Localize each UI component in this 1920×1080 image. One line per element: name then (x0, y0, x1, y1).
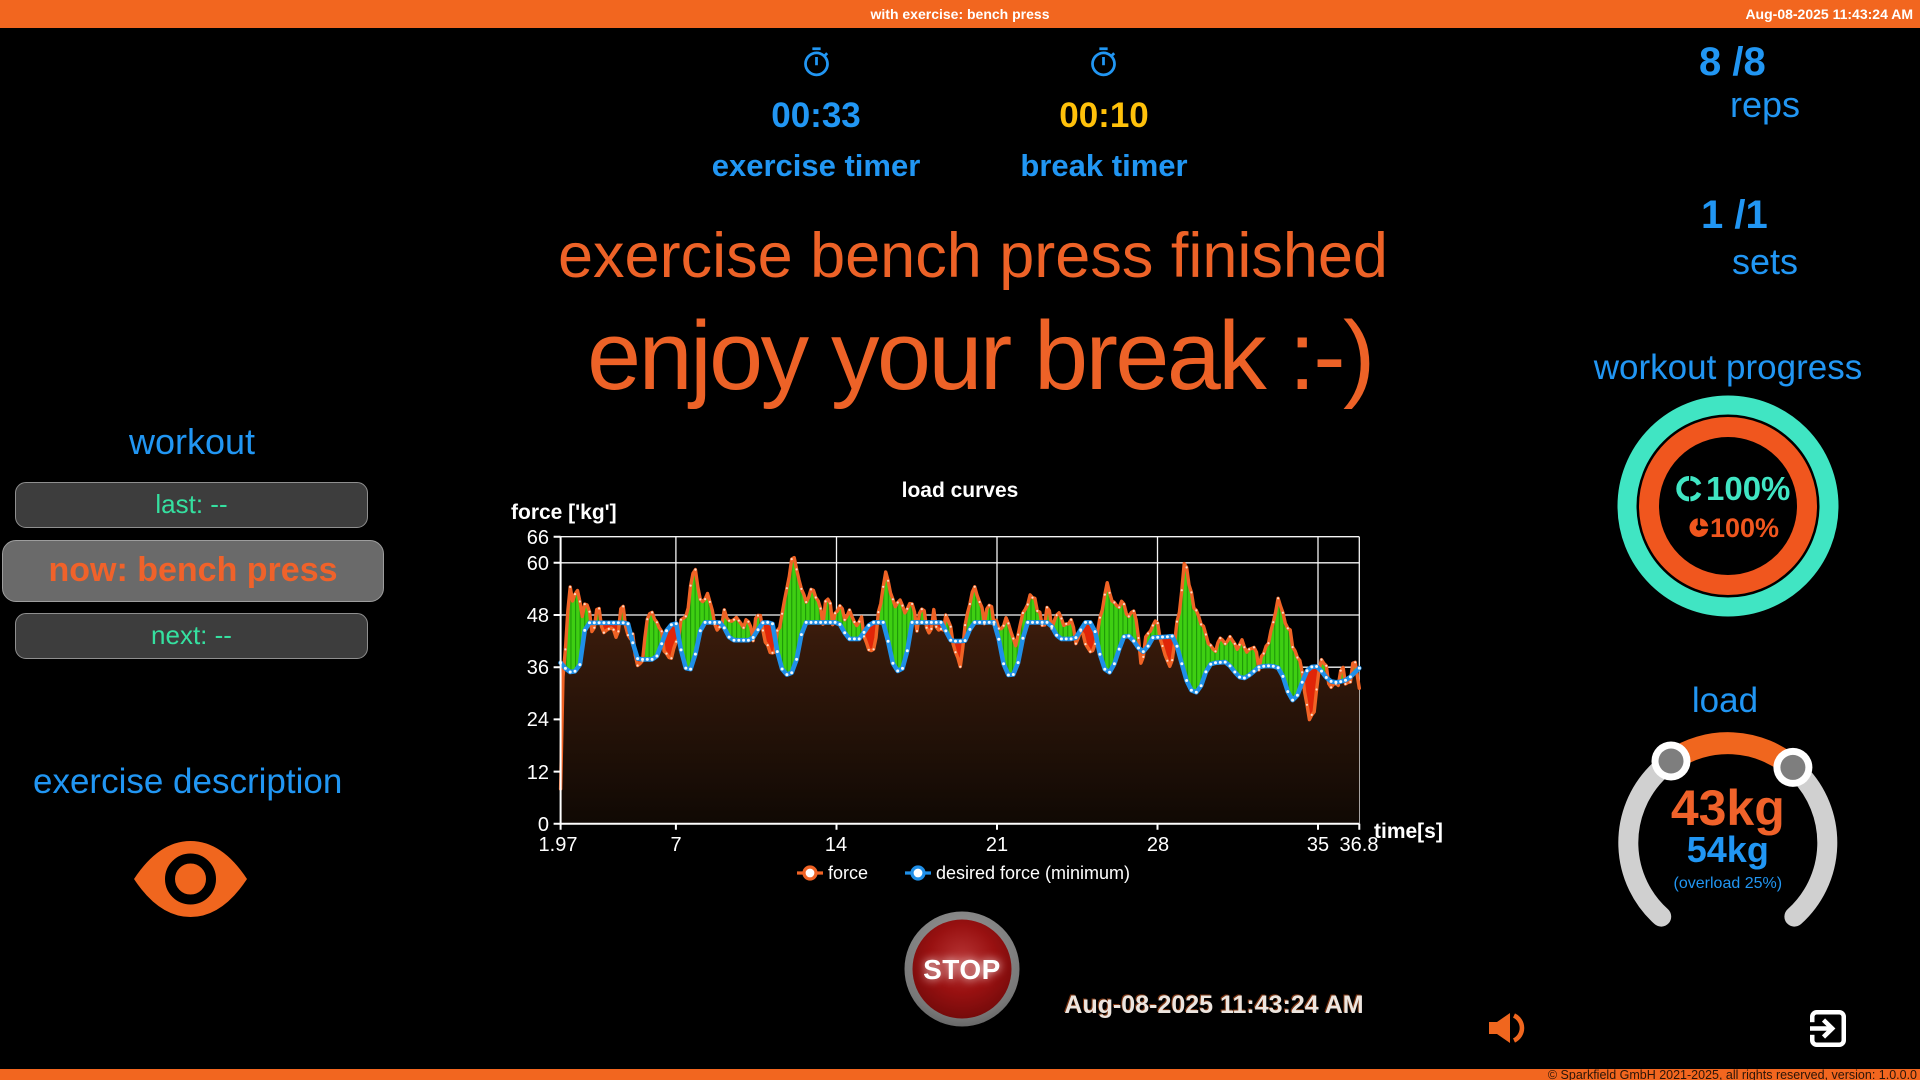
svg-text:7: 7 (670, 834, 681, 856)
svg-text:36.8: 36.8 (1340, 834, 1379, 856)
svg-text:STOP: STOP (923, 954, 1001, 985)
svg-text:60: 60 (527, 553, 549, 575)
svg-text:14: 14 (825, 834, 847, 856)
svg-text:48: 48 (527, 605, 549, 627)
svg-text:force: force (828, 863, 868, 883)
svg-text:STOP: STOP (923, 954, 1001, 985)
svg-text:100%: 100% (1710, 513, 1779, 543)
svg-text:28: 28 (1147, 834, 1169, 856)
svg-text:24: 24 (527, 709, 549, 731)
svg-text:(overload 25%): (overload 25%) (1674, 875, 1783, 892)
svg-text:desired force (minimum): desired force (minimum) (936, 863, 1130, 883)
svg-text:12: 12 (527, 762, 549, 784)
svg-text:1.97: 1.97 (539, 834, 578, 856)
svg-text:66: 66 (527, 527, 549, 549)
svg-text:force ['kg']: force ['kg'] (511, 501, 617, 524)
svg-text:0: 0 (538, 814, 549, 836)
svg-text:100%: 100% (1706, 470, 1790, 507)
svg-text:21: 21 (986, 834, 1008, 856)
svg-text:54kg: 54kg (1687, 829, 1769, 870)
svg-text:load curves: load curves (902, 479, 1019, 502)
svg-text:43kg: 43kg (1671, 780, 1785, 836)
svg-text:35: 35 (1307, 834, 1329, 856)
svg-text:36: 36 (527, 657, 549, 679)
svg-text:time[s]: time[s] (1374, 820, 1443, 843)
